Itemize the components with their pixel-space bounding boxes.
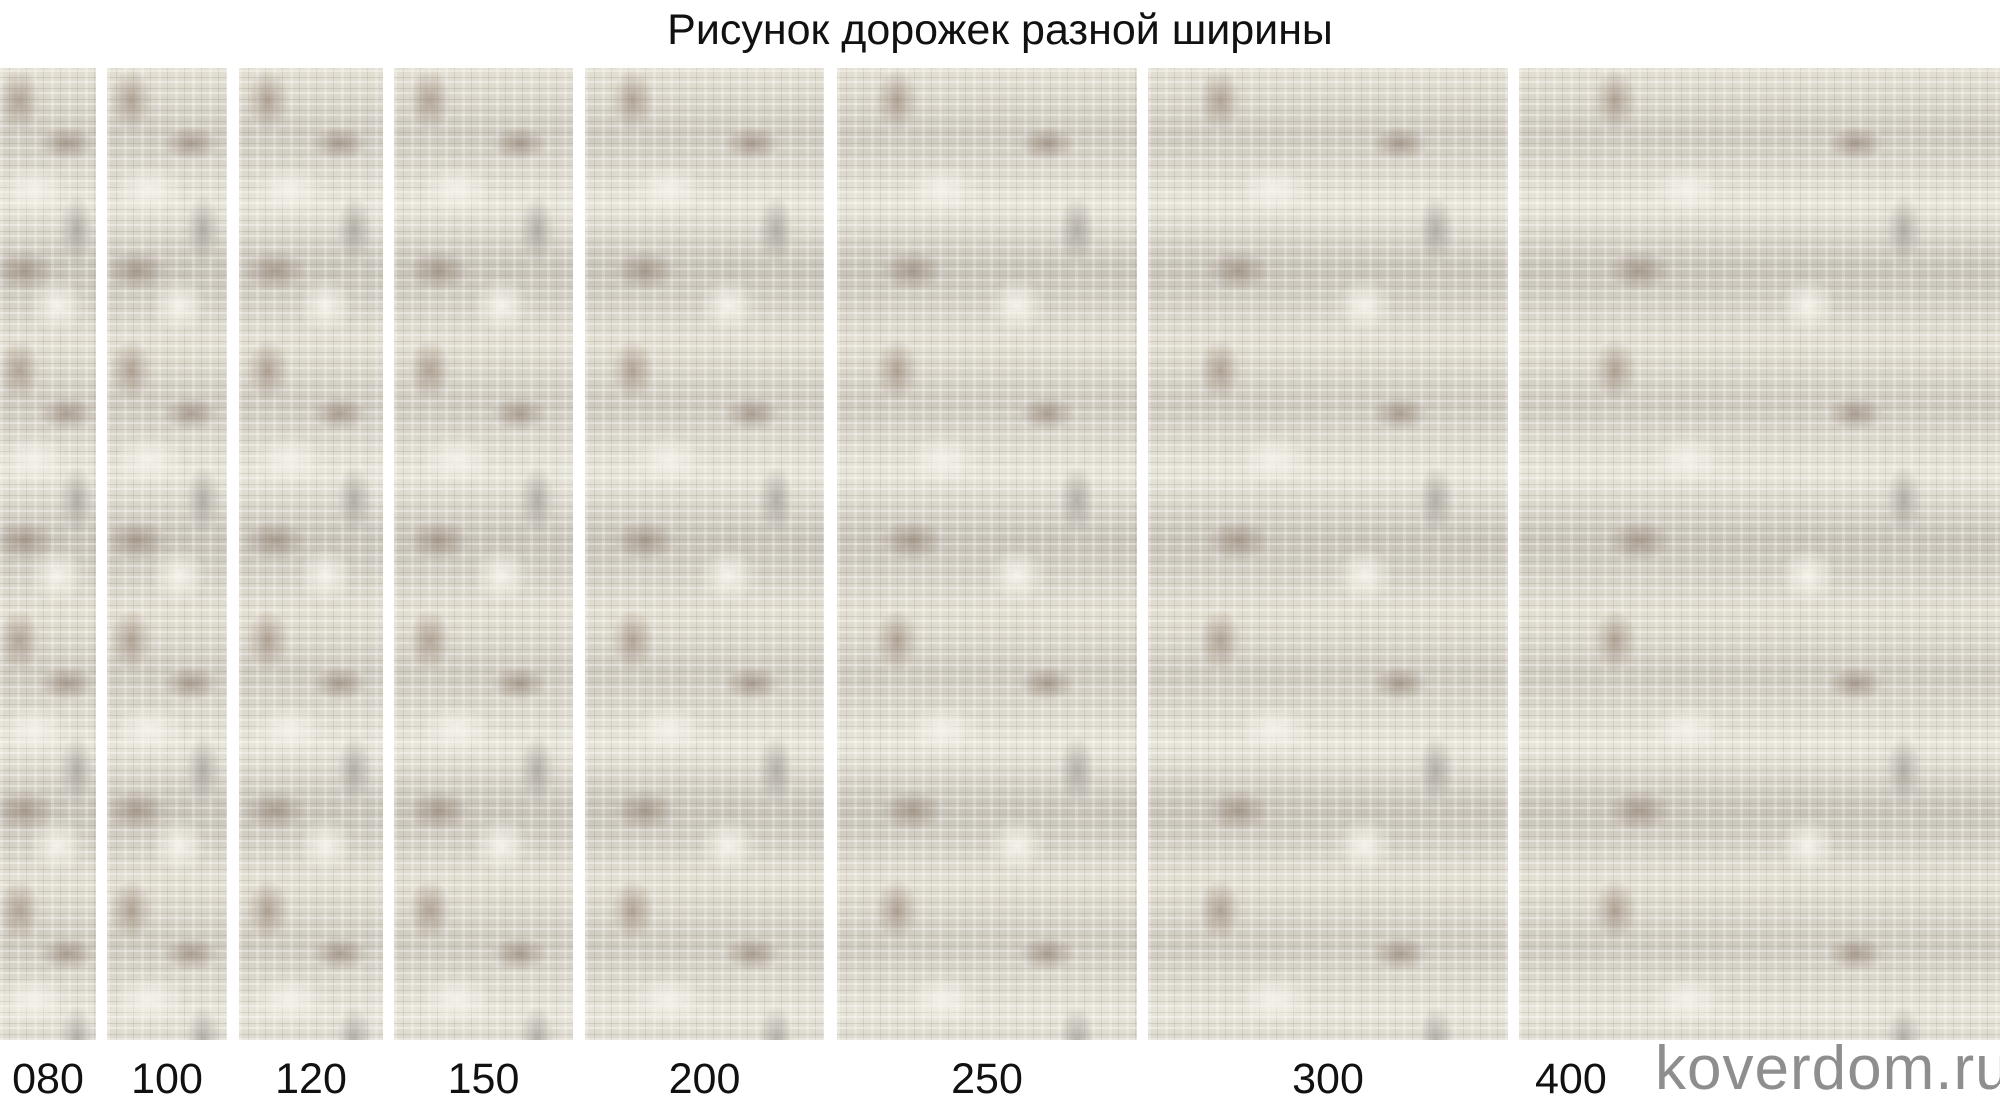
runner-width-label: 250: [951, 1055, 1023, 1103]
runner-width-label: 100: [131, 1055, 203, 1103]
runner-120-image: [239, 68, 383, 1040]
runner-200-image: [585, 68, 824, 1040]
page-title: Рисунок дорожек разной ширины: [667, 6, 1333, 54]
watermark: koverdom.ru: [1655, 1034, 2000, 1103]
runner-width-label: 150: [447, 1055, 520, 1103]
runner-400-image: [1519, 68, 2000, 1040]
runner-150-image: [394, 68, 573, 1040]
runner-100-image: [107, 68, 227, 1040]
runner-width-label: 300: [1292, 1055, 1364, 1103]
runner-250-image: [837, 68, 1137, 1040]
runner-width-label: 080: [12, 1055, 84, 1103]
runner-300-image: [1148, 68, 1508, 1040]
runner-width-label: 400: [1535, 1055, 1607, 1103]
runner-width-label: 120: [275, 1055, 347, 1103]
runner-080-image: [0, 68, 96, 1040]
runner-width-label: 200: [668, 1055, 741, 1103]
